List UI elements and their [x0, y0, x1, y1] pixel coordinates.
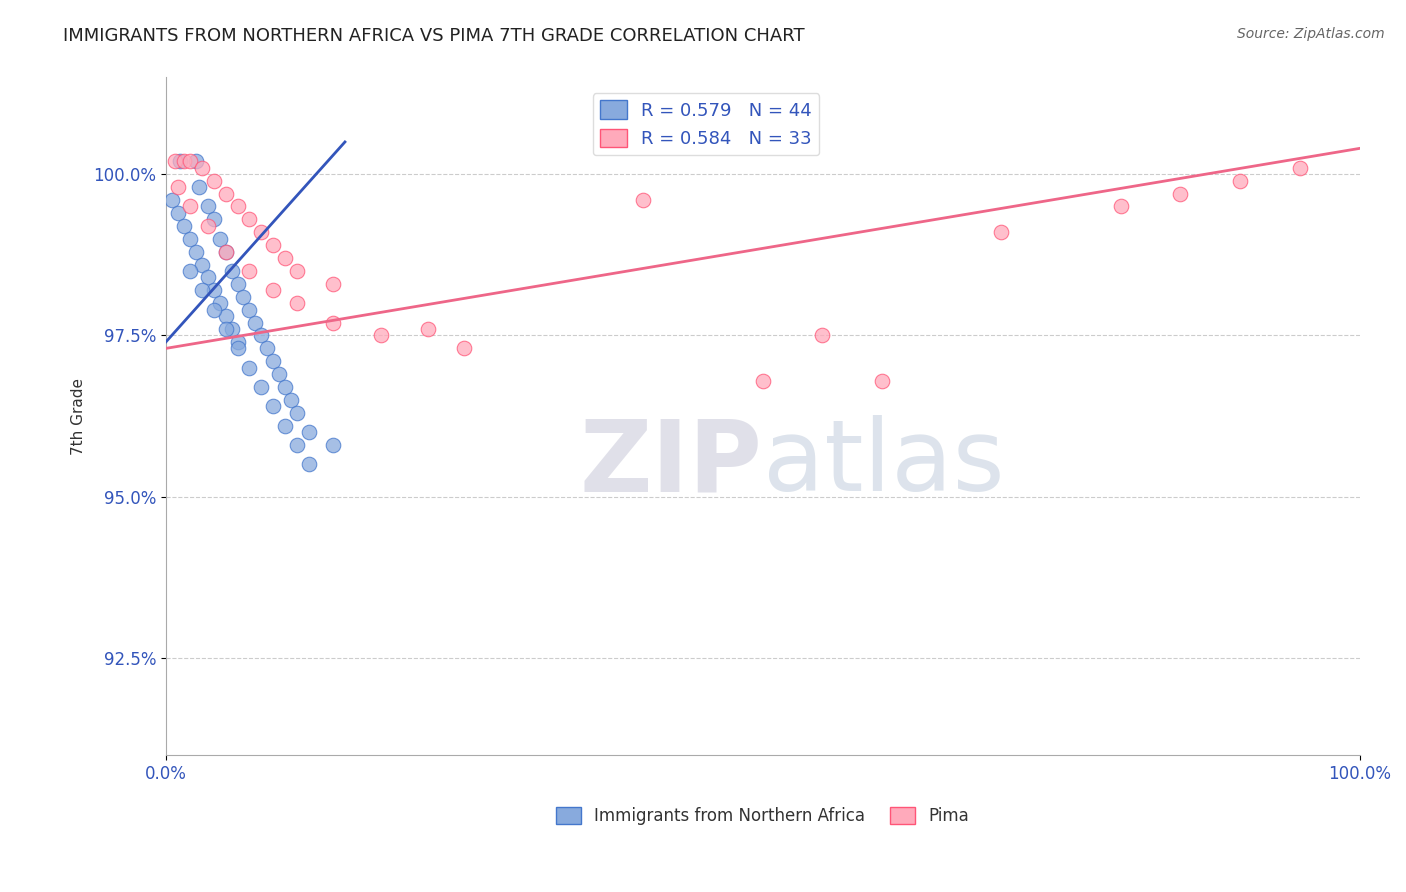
Point: [202, 212, 225, 227]
Point: [418, 322, 440, 336]
Point: [166, 206, 188, 220]
Point: [179, 232, 201, 246]
Point: [197, 199, 219, 213]
Point: [214, 186, 236, 201]
Legend: Immigrants from Northern Africa, Pima: Immigrants from Northern Africa, Pima: [550, 800, 976, 832]
Point: [811, 328, 834, 343]
Point: [208, 296, 231, 310]
Point: [274, 251, 297, 265]
Point: [184, 244, 207, 259]
Point: [190, 258, 212, 272]
Point: [262, 238, 284, 252]
Point: [214, 309, 236, 323]
Point: [322, 438, 344, 452]
Point: [165, 154, 187, 169]
Point: [285, 264, 308, 278]
Point: [256, 342, 278, 356]
Point: [202, 283, 225, 297]
Point: [285, 438, 308, 452]
Point: [226, 199, 249, 213]
Point: [197, 270, 219, 285]
Text: ZIP: ZIP: [579, 415, 762, 512]
Point: [1109, 199, 1132, 213]
Point: [250, 225, 273, 239]
Point: [322, 277, 344, 291]
Point: [262, 354, 284, 368]
Point: [1288, 161, 1310, 175]
Point: [990, 225, 1012, 239]
Point: [1170, 186, 1192, 201]
Point: [250, 328, 273, 343]
Text: atlas: atlas: [762, 415, 1004, 512]
Point: [238, 302, 260, 317]
Point: [238, 264, 260, 278]
Point: [226, 342, 249, 356]
Point: [245, 316, 267, 330]
Point: [160, 193, 183, 207]
Point: [226, 277, 249, 291]
Point: [190, 161, 212, 175]
Point: [179, 264, 201, 278]
Point: [274, 380, 297, 394]
Point: [298, 458, 321, 472]
Point: [1229, 174, 1251, 188]
Point: [221, 322, 243, 336]
Point: [322, 316, 344, 330]
Point: [226, 334, 249, 349]
Point: [870, 374, 893, 388]
Point: [179, 199, 201, 213]
Point: [184, 154, 207, 169]
Point: [197, 219, 219, 233]
Y-axis label: 7th Grade: 7th Grade: [72, 377, 86, 455]
Point: [250, 380, 273, 394]
Point: [169, 154, 191, 169]
Point: [221, 264, 243, 278]
Point: [188, 180, 211, 194]
Point: [274, 418, 297, 433]
Point: [370, 328, 392, 343]
Point: [238, 360, 260, 375]
Point: [173, 219, 195, 233]
Point: [238, 212, 260, 227]
Point: [179, 154, 201, 169]
Point: [190, 283, 212, 297]
Text: Source: ZipAtlas.com: Source: ZipAtlas.com: [1237, 27, 1385, 41]
Text: IMMIGRANTS FROM NORTHERN AFRICA VS PIMA 7TH GRADE CORRELATION CHART: IMMIGRANTS FROM NORTHERN AFRICA VS PIMA …: [63, 27, 804, 45]
Point: [232, 290, 254, 304]
Point: [173, 154, 195, 169]
Point: [285, 406, 308, 420]
Point: [214, 244, 236, 259]
Point: [633, 193, 655, 207]
Point: [751, 374, 773, 388]
Point: [214, 322, 236, 336]
Point: [208, 232, 231, 246]
Point: [285, 296, 308, 310]
Point: [214, 244, 236, 259]
Point: [202, 302, 225, 317]
Point: [262, 400, 284, 414]
Point: [262, 283, 284, 297]
Point: [202, 174, 225, 188]
Point: [298, 425, 321, 440]
Point: [166, 180, 188, 194]
Point: [280, 392, 302, 407]
Point: [453, 342, 475, 356]
Point: [269, 367, 291, 381]
